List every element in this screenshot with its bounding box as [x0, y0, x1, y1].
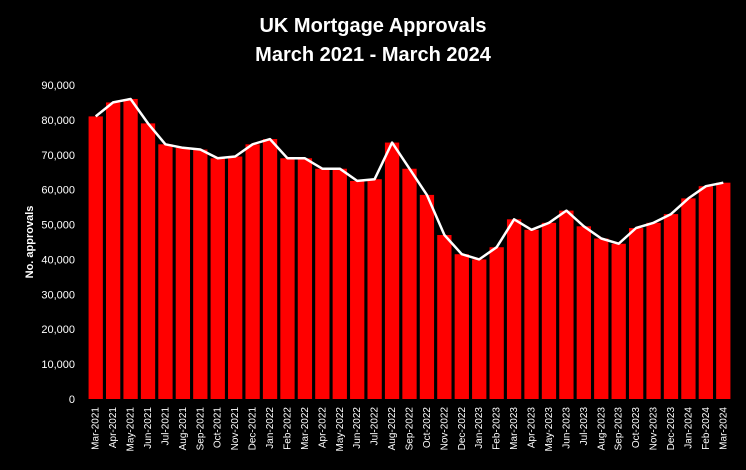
x-axis-ticks: Mar-2021 Apr-2021 May-2021 Jun-2021 Jul-2021… — [91, 407, 730, 452]
bar — [158, 144, 173, 399]
x-tick-label: Apr-2023 — [527, 407, 538, 449]
x-tick-label: Nov-2023 — [649, 407, 660, 451]
bar — [489, 247, 504, 399]
bar — [419, 194, 435, 399]
x-tick-label: Sep-2022 — [405, 407, 416, 451]
x-tick-label: Sep-2021 — [195, 407, 206, 451]
bar — [140, 123, 156, 399]
bar — [228, 156, 243, 399]
bar — [193, 149, 208, 399]
x-tick-label: Nov-2022 — [439, 407, 450, 451]
y-tick-label: 40,000 — [41, 254, 75, 266]
bar — [559, 210, 574, 399]
x-tick-label: Feb-2024 — [701, 407, 712, 450]
bar — [402, 168, 417, 399]
y-tick-label: 0 — [69, 394, 75, 406]
x-tick-label: Dec-2023 — [666, 407, 677, 451]
y-tick-label: 80,000 — [41, 115, 75, 127]
x-tick-label: Jul-2021 — [160, 407, 171, 446]
bar — [506, 219, 522, 399]
x-tick-label: Feb-2022 — [283, 407, 294, 450]
bar — [106, 102, 121, 399]
bar — [175, 147, 191, 399]
y-tick-label: 60,000 — [41, 185, 75, 197]
bar — [628, 228, 644, 399]
x-tick-label: Aug-2023 — [596, 407, 607, 451]
bar — [350, 180, 365, 399]
x-tick-label: Aug-2022 — [387, 407, 398, 451]
bar — [262, 139, 278, 400]
bar — [88, 116, 103, 400]
x-tick-label: Jan-2022 — [265, 407, 276, 449]
bar — [716, 182, 731, 399]
x-tick-label: Jul-2023 — [579, 407, 590, 446]
y-tick-label: 70,000 — [41, 150, 75, 162]
bar — [123, 98, 138, 399]
trend-line-layer — [94, 97, 724, 261]
chart-title: UK Mortgage Approvals — [259, 15, 486, 37]
x-tick-label: Aug-2021 — [178, 407, 189, 451]
bar — [541, 222, 557, 399]
x-tick-label: Dec-2022 — [457, 407, 468, 451]
bar — [594, 238, 609, 399]
x-tick-label: Jun-2021 — [143, 407, 154, 449]
chart-subtitle: March 2021 - March 2024 — [255, 44, 492, 66]
x-tick-label: Apr-2022 — [317, 407, 328, 449]
y-tick-label: 20,000 — [41, 324, 75, 336]
x-tick-label: Feb-2023 — [492, 407, 503, 450]
bar — [646, 222, 661, 399]
x-tick-label: Oct-2021 — [213, 407, 224, 449]
y-tick-label: 30,000 — [41, 289, 75, 301]
bar — [315, 168, 330, 399]
x-tick-label: Mar-2023 — [509, 407, 520, 450]
x-tick-label: Oct-2022 — [422, 407, 433, 449]
x-tick-label: Mar-2022 — [300, 407, 311, 450]
bar — [698, 186, 713, 399]
x-tick-label: May-2022 — [335, 407, 346, 452]
x-tick-label: Jun-2022 — [352, 407, 363, 449]
x-tick-label: Sep-2023 — [614, 407, 625, 451]
bar — [663, 214, 679, 399]
x-tick-label: Nov-2021 — [230, 407, 241, 451]
y-tick-label: 90,000 — [41, 80, 75, 92]
y-axis-ticks: 0 10,000 20,000 30,000 40,000 50,000 60,000 70,… — [41, 80, 75, 406]
bars — [88, 98, 731, 400]
x-tick-label: Apr-2021 — [108, 407, 119, 449]
bar — [332, 168, 347, 399]
x-tick-label: Jun-2023 — [561, 407, 572, 449]
x-tick-label: Jan-2024 — [683, 407, 694, 449]
bar — [297, 158, 313, 399]
x-tick-label: Mar-2024 — [718, 407, 729, 450]
bar — [576, 226, 591, 399]
trend-line — [94, 97, 724, 261]
bar — [210, 158, 225, 399]
x-tick-label: Mar-2021 — [91, 407, 102, 450]
bar — [280, 158, 295, 399]
bar — [437, 235, 452, 399]
bar — [611, 243, 626, 399]
bar — [524, 229, 539, 399]
x-tick-label: Jul-2022 — [370, 407, 381, 446]
bar — [681, 198, 696, 399]
x-tick-label: May-2023 — [544, 407, 555, 452]
bar — [367, 179, 382, 399]
x-tick-label: Oct-2023 — [631, 407, 642, 449]
bar — [454, 254, 469, 399]
y-tick-label: 10,000 — [41, 359, 75, 371]
y-axis-label: No. approvals — [24, 206, 36, 279]
x-tick-label: May-2021 — [126, 407, 137, 452]
x-tick-label: Jan-2023 — [474, 407, 485, 449]
bar — [472, 259, 487, 399]
bar — [384, 142, 400, 400]
x-tick-label: Dec-2021 — [248, 407, 259, 451]
y-tick-label: 50,000 — [41, 220, 75, 232]
bar — [245, 144, 260, 399]
